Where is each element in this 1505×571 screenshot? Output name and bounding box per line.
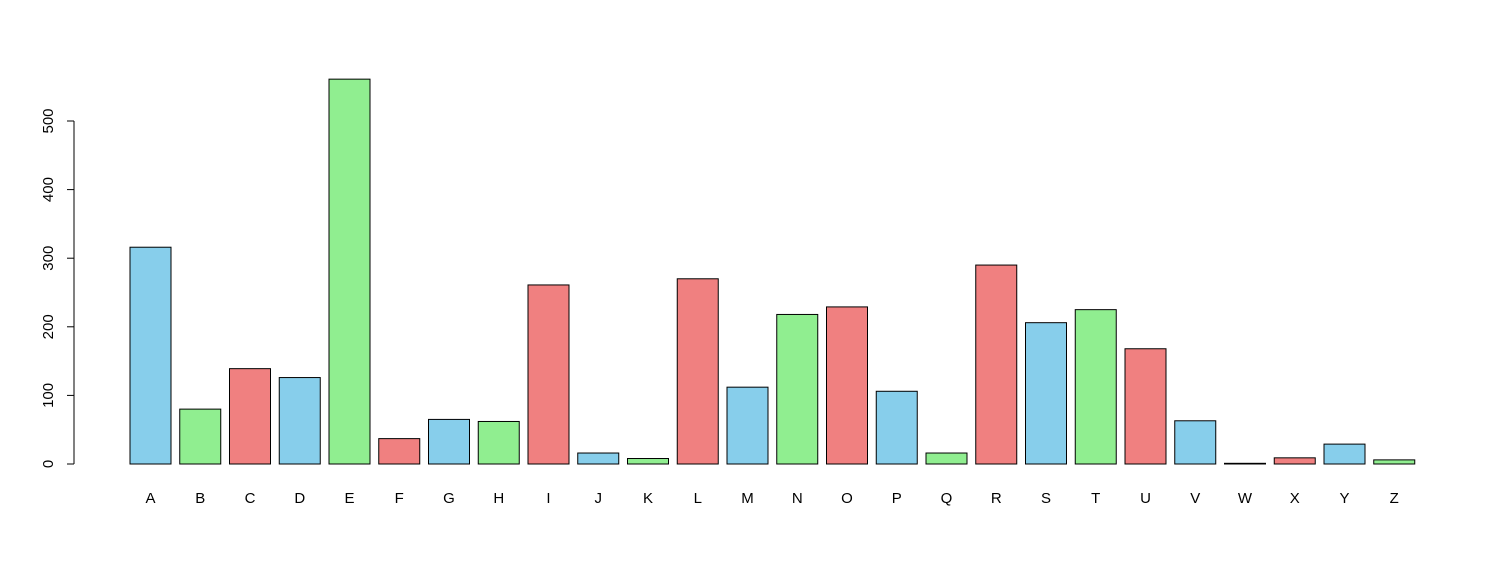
x-tick-label-P: P <box>892 490 902 507</box>
x-tick-label-X: X <box>1290 490 1300 507</box>
y-tick-label: 200 <box>40 314 57 339</box>
x-tick-label-B: B <box>195 490 205 507</box>
bar-N <box>776 313 819 465</box>
bar-P <box>875 390 918 465</box>
x-tick-label-Z: Z <box>1390 490 1399 507</box>
x-tick-label-F: F <box>395 490 404 507</box>
bar-A <box>129 246 172 465</box>
bar-O <box>826 306 868 465</box>
bar-D <box>278 377 321 465</box>
x-tick-label-C: C <box>245 490 256 507</box>
x-tick-label-Q: Q <box>941 490 953 507</box>
bars-group <box>129 78 1416 465</box>
y-tick-label: 300 <box>40 246 57 271</box>
bar-M <box>726 386 769 465</box>
bar-U <box>1124 348 1167 465</box>
y-axis: 0 100 200 300 400 500 <box>40 108 75 468</box>
bar-Q <box>925 452 968 465</box>
bar-V <box>1174 420 1217 465</box>
bar-W <box>1224 462 1266 465</box>
x-tick-label-E: E <box>344 490 354 507</box>
bar-E <box>328 78 371 465</box>
x-tick-label-L: L <box>694 490 702 507</box>
x-tick-label-A: A <box>145 490 155 507</box>
bar-B <box>179 408 222 465</box>
x-tick-label-Y: Y <box>1339 490 1349 507</box>
bar-H <box>477 420 520 465</box>
x-tick-label-V: V <box>1190 490 1200 507</box>
x-tick-label-J: J <box>595 490 603 507</box>
x-tick-label-O: O <box>841 490 853 507</box>
y-tick-label: 500 <box>40 108 57 133</box>
bar-G <box>428 418 470 465</box>
x-tick-label-R: R <box>991 490 1002 507</box>
x-tick-label-G: G <box>443 490 455 507</box>
bar-C <box>229 368 271 465</box>
x-tick-label-H: H <box>493 490 504 507</box>
x-tick-label-N: N <box>792 490 803 507</box>
x-tick-label-K: K <box>643 490 653 507</box>
bar-R <box>975 264 1018 465</box>
bar-J <box>577 452 620 465</box>
bar-Z <box>1373 459 1416 465</box>
bar-T <box>1074 309 1117 465</box>
x-tick-label-W: W <box>1238 490 1253 507</box>
bar-L <box>676 278 719 465</box>
bar-Y <box>1323 443 1366 465</box>
x-tick-label-S: S <box>1041 490 1051 507</box>
x-tick-label-I: I <box>546 490 550 507</box>
y-tick-label: 400 <box>40 177 57 202</box>
x-tick-label-U: U <box>1140 490 1151 507</box>
bar-F <box>378 438 421 465</box>
bar-X <box>1273 457 1316 465</box>
y-tick-label: 0 <box>40 460 57 468</box>
bar-I <box>527 284 570 465</box>
x-tick-label-M: M <box>741 490 754 507</box>
x-tick-label-T: T <box>1091 490 1100 507</box>
x-tick-label-D: D <box>294 490 305 507</box>
x-tick-labels: A B C D E F G H I J K L M N O P Q R S T U V W X Y Z <box>145 490 1398 507</box>
bar-K <box>627 458 669 465</box>
bar-S <box>1025 322 1067 465</box>
y-tick-label: 100 <box>40 383 57 408</box>
